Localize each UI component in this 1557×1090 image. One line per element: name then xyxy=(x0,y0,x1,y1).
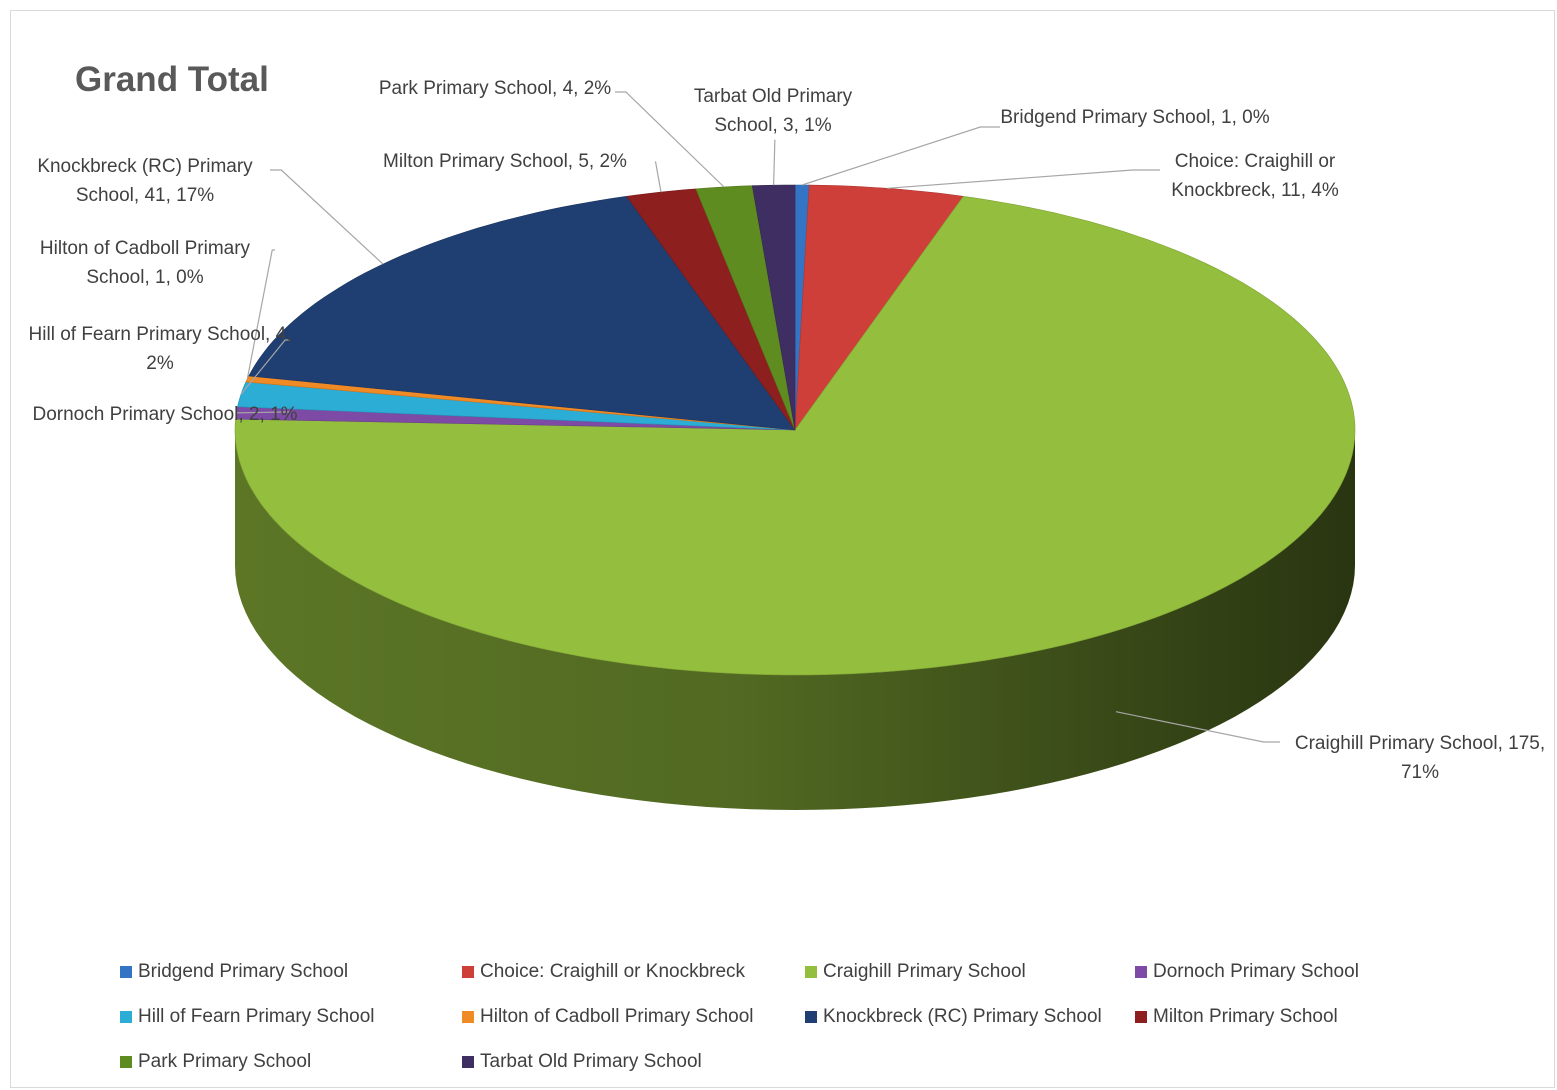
legend-item: Craighill Primary School xyxy=(805,958,1026,986)
legend-item: Hilton of Cadboll Primary School xyxy=(462,1003,754,1031)
legend-item: Hill of Fearn Primary School xyxy=(120,1003,375,1031)
legend-item: Choice: Craighill or Knockbreck xyxy=(462,958,745,986)
data-label: Tarbat Old Primary School, 3, 1% xyxy=(693,86,853,136)
chart-title: Grand Total xyxy=(75,60,269,99)
legend-swatch xyxy=(805,966,817,978)
legend-swatch xyxy=(1135,966,1147,978)
legend-label: Hilton of Cadboll Primary School xyxy=(480,1006,754,1027)
data-label: Milton Primary School, 5, 2% xyxy=(383,151,627,172)
data-label: Hilton of Cadboll Primary School, 1, 0% xyxy=(39,238,251,288)
leader-line xyxy=(655,161,662,193)
chart-frame xyxy=(10,10,1555,1088)
leader-line xyxy=(270,169,384,265)
data-label: Bridgend Primary School, 1, 0% xyxy=(1000,107,1270,128)
leader-line xyxy=(240,339,290,395)
data-label: Craighill Primary School, 175, 71% xyxy=(1294,733,1546,783)
legend-label: Tarbat Old Primary School xyxy=(480,1051,702,1072)
legend-item: Bridgend Primary School xyxy=(120,958,348,986)
legend-item: Park Primary School xyxy=(120,1048,311,1076)
legend-swatch xyxy=(462,1056,474,1068)
legend-item: Dornoch Primary School xyxy=(1135,958,1359,986)
data-label: Knockbreck (RC) Primary School, 41, 17% xyxy=(37,156,253,206)
legend-label: Bridgend Primary School xyxy=(138,961,349,982)
slice xyxy=(234,195,1356,676)
legend-label: Dornoch Primary School xyxy=(1153,961,1359,982)
legend-swatch xyxy=(805,1011,817,1023)
legend-label: Choice: Craighill or Knockbreck xyxy=(480,961,746,982)
legend-swatch xyxy=(462,1011,474,1023)
slice-side xyxy=(235,430,1355,810)
leader-line xyxy=(615,91,725,188)
leader-line xyxy=(246,249,275,380)
legend-label: Craighill Primary School xyxy=(823,961,1026,982)
legend-item: Tarbat Old Primary School xyxy=(462,1048,702,1076)
data-label: Hill of Fearn Primary School, 4, 2% xyxy=(28,324,292,374)
leader-line xyxy=(801,126,1000,186)
legend-swatch xyxy=(462,966,474,978)
legend-item: Milton Primary School xyxy=(1135,1003,1338,1031)
legend-label: Milton Primary School xyxy=(1153,1006,1338,1027)
legend-swatch xyxy=(1135,1011,1147,1023)
legend-swatch xyxy=(120,1011,132,1023)
data-label: Dornoch Primary School, 2, 1% xyxy=(32,404,298,425)
legend-label: Knockbreck (RC) Primary School xyxy=(823,1006,1102,1027)
legend-label: Hill of Fearn Primary School xyxy=(138,1006,375,1027)
legend-item: Knockbreck (RC) Primary School xyxy=(805,1003,1102,1031)
leader-line xyxy=(1115,711,1280,743)
leader-line xyxy=(887,169,1160,189)
legend-swatch xyxy=(120,1056,132,1068)
leader-line xyxy=(773,139,776,186)
leader-line xyxy=(236,411,290,414)
data-label: Park Primary School, 4, 2% xyxy=(378,78,612,99)
legend-label: Park Primary School xyxy=(138,1051,312,1072)
legend-swatch xyxy=(120,966,132,978)
data-label: Choice: Craighill or Knockbreck, 11, 4% xyxy=(1171,151,1339,201)
